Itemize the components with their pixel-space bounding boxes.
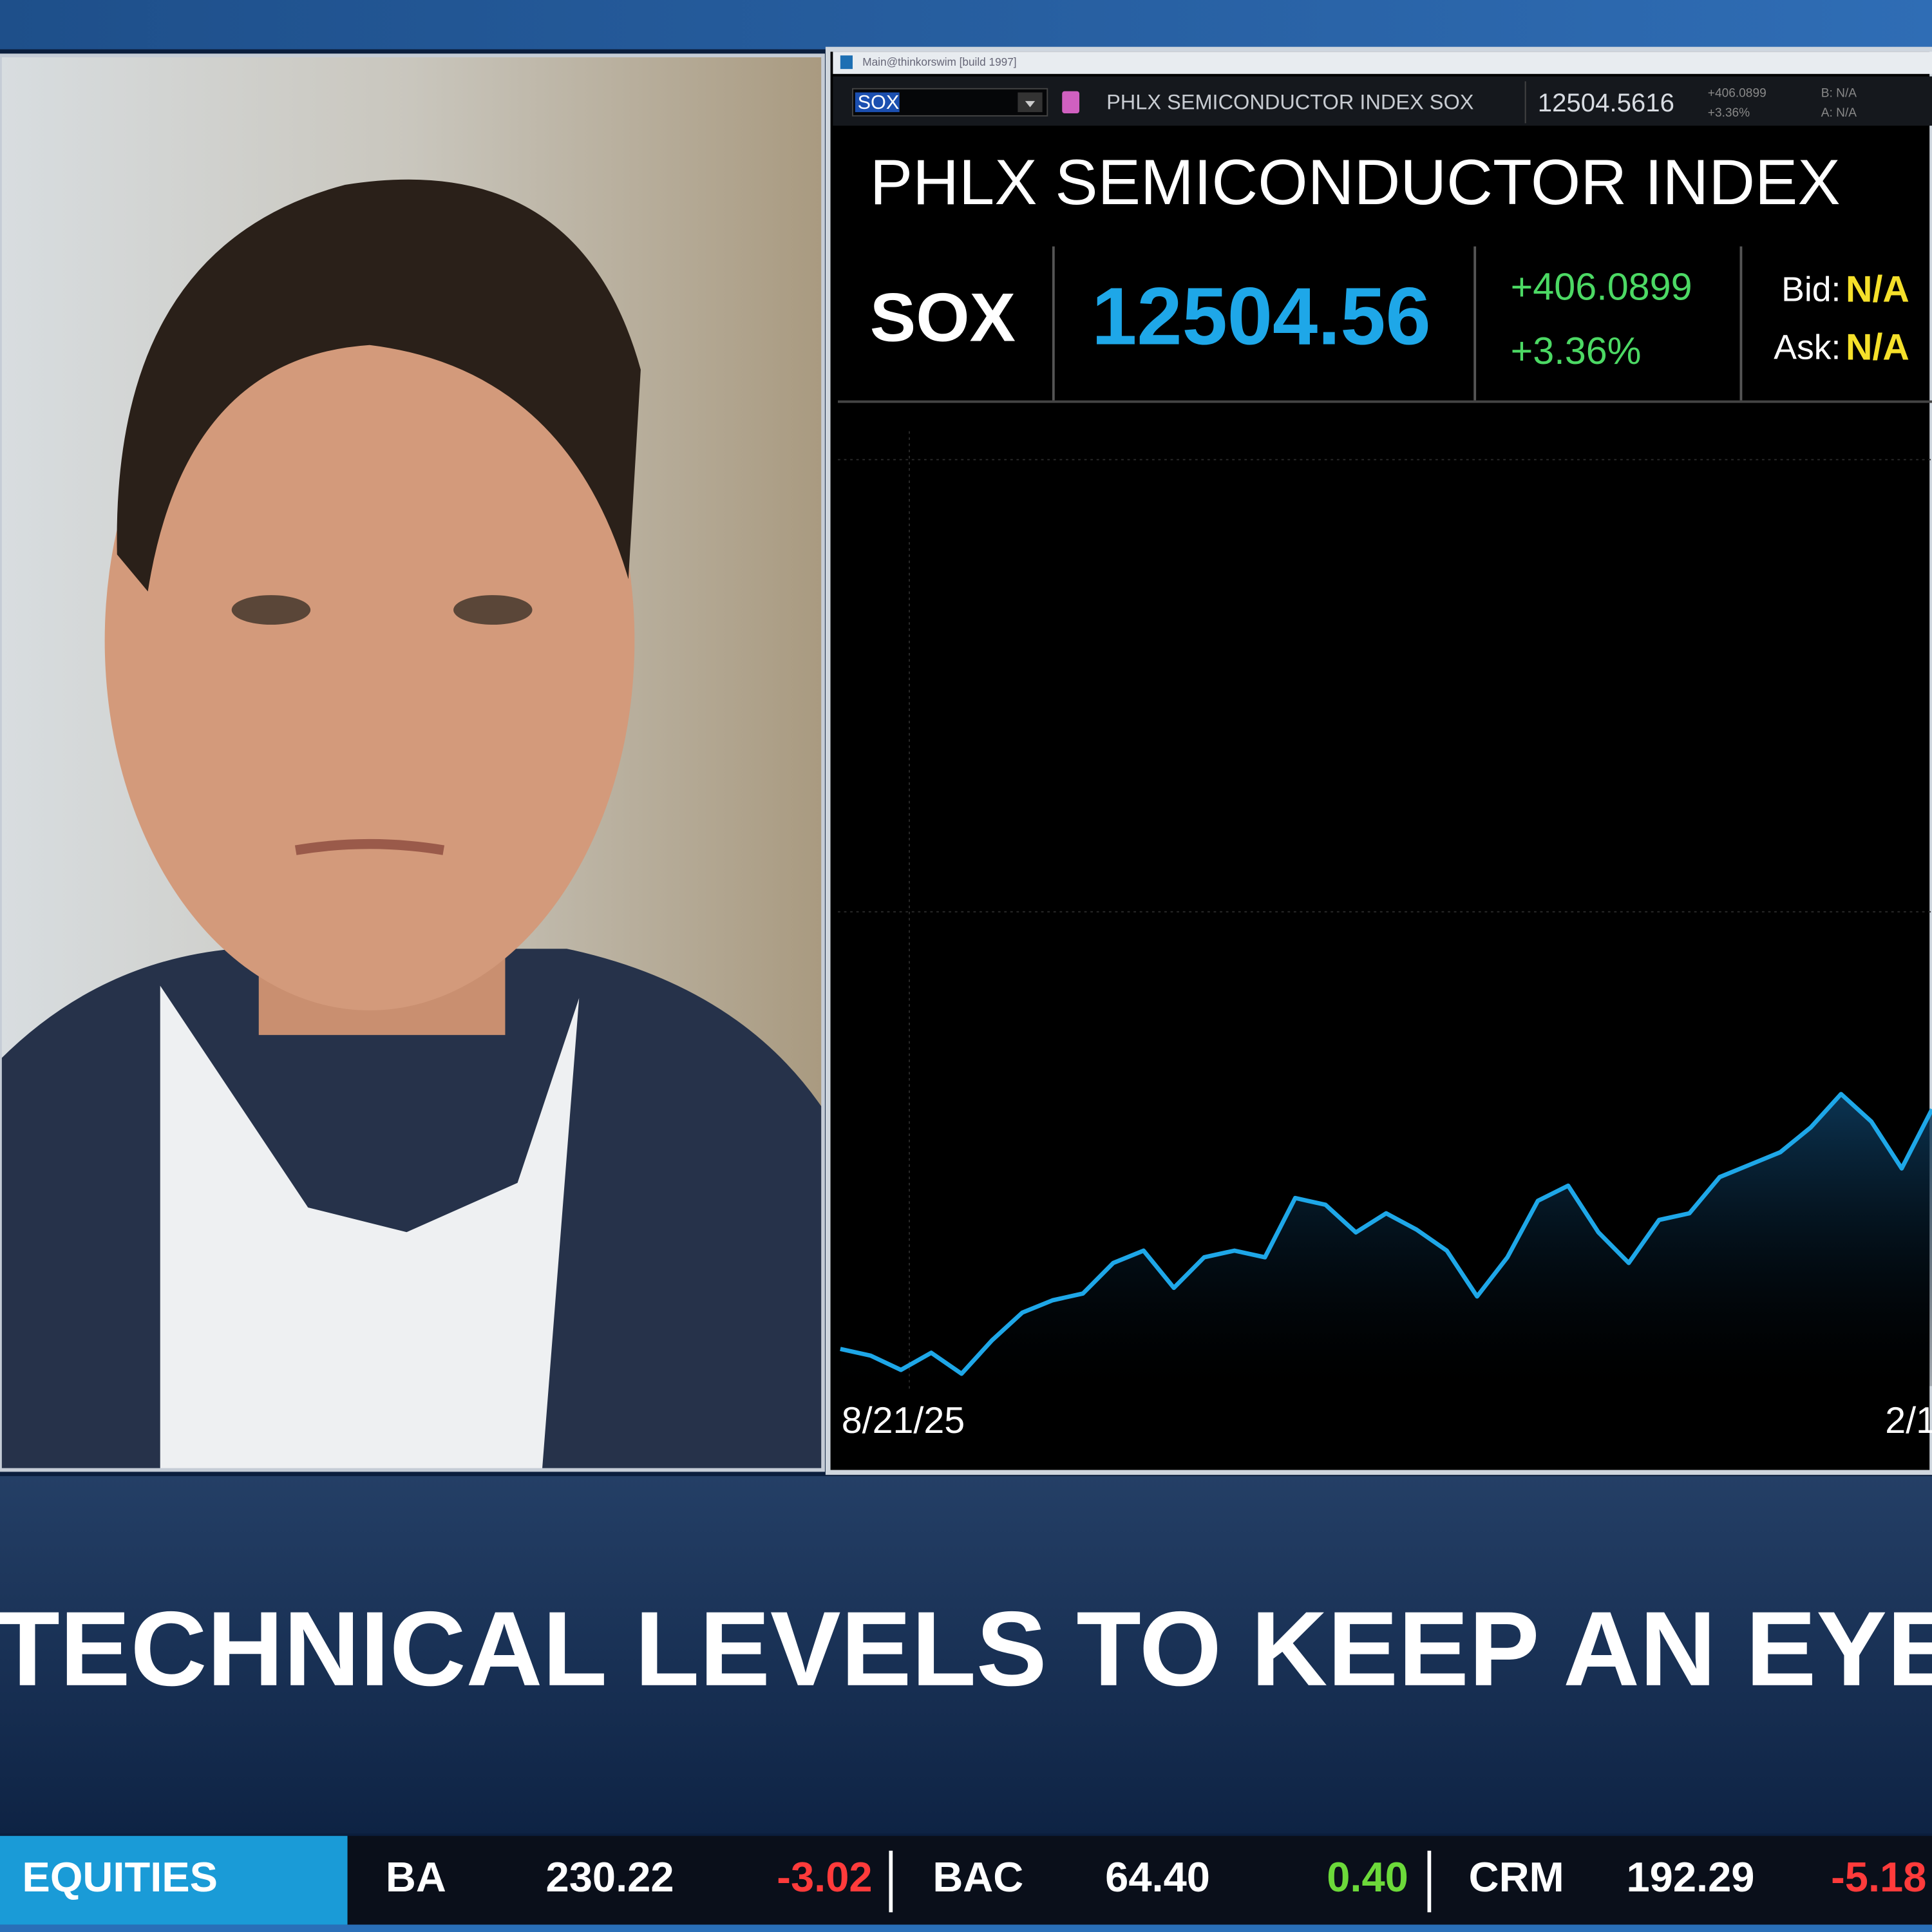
ticker-section: EQUITIES — [22, 1853, 218, 1900]
ticker-symbol: BAC — [933, 1853, 1023, 1900]
quote-change: +406.0899 — [1708, 86, 1766, 100]
area-fill — [840, 1094, 1932, 1387]
video-border — [0, 53, 825, 1472]
symbol-selection — [855, 92, 900, 113]
ticker-change: -3.02 — [777, 1853, 872, 1900]
x-label: 8/21/25 — [842, 1400, 965, 1441]
quote-ask: A: N/A — [1821, 106, 1857, 120]
link-icon[interactable] — [1062, 91, 1080, 114]
ask-label: Ask: — [1774, 329, 1841, 367]
window-titlebar — [833, 52, 1932, 74]
price-line — [840, 1092, 1932, 1376]
ticker-section-bg — [0, 1835, 348, 1925]
ticker-price: 64.40 — [1105, 1853, 1210, 1900]
index-symbol: SOX — [870, 279, 1016, 356]
ask-value: N/A — [1846, 327, 1909, 368]
bid-label: Bid: — [1781, 271, 1841, 309]
lower-third — [0, 1476, 1932, 1833]
presenter-video — [0, 55, 824, 1470]
bid-value: N/A — [1846, 269, 1909, 310]
bottom-band — [0, 1924, 1932, 1932]
top-band — [0, 0, 1932, 50]
ticker-items: BA 230.22 -3.02 BAC 64.40 0.40 CRM 192.2… — [386, 1850, 1926, 1913]
quote-bid: B: N/A — [1821, 86, 1857, 100]
ticker-change: -5.18 — [1831, 1853, 1926, 1900]
index-change: +406.0899 — [1511, 265, 1692, 308]
ticker-price: 230.22 — [546, 1853, 674, 1900]
index-title: PHLX SEMICONDUCTOR INDEX — [870, 147, 1841, 218]
index-last: 12504.56 — [1092, 271, 1431, 362]
mouth — [294, 838, 445, 855]
app-icon — [840, 55, 853, 70]
eye — [231, 595, 311, 625]
symbol-input-text: SOX — [858, 91, 900, 113]
x-label: 2/1 — [1885, 1400, 1932, 1441]
quote-description: PHLX SEMICONDUCTOR INDEX SOX — [1106, 90, 1473, 113]
index-percent: +3.36% — [1511, 329, 1642, 372]
window-title: Main@thinkorswim [build 1997] — [862, 55, 1016, 68]
face — [104, 270, 635, 1010]
quote-last: 12504.5616 — [1538, 88, 1674, 117]
price-chart — [838, 431, 1932, 1392]
ticker-symbol: BA — [386, 1853, 446, 1900]
ticker-change: 0.40 — [1327, 1853, 1408, 1900]
eye — [453, 595, 533, 625]
shirt — [160, 985, 580, 1470]
ticker-price: 192.29 — [1627, 1853, 1755, 1900]
dropdown-arrow — [1025, 100, 1036, 108]
headline: TECHNICAL LEVELS TO KEEP AN EYE O — [0, 1589, 1932, 1708]
quote-percent: +3.36% — [1708, 106, 1750, 120]
ticker-symbol: CRM — [1469, 1853, 1564, 1900]
hair — [117, 179, 641, 592]
